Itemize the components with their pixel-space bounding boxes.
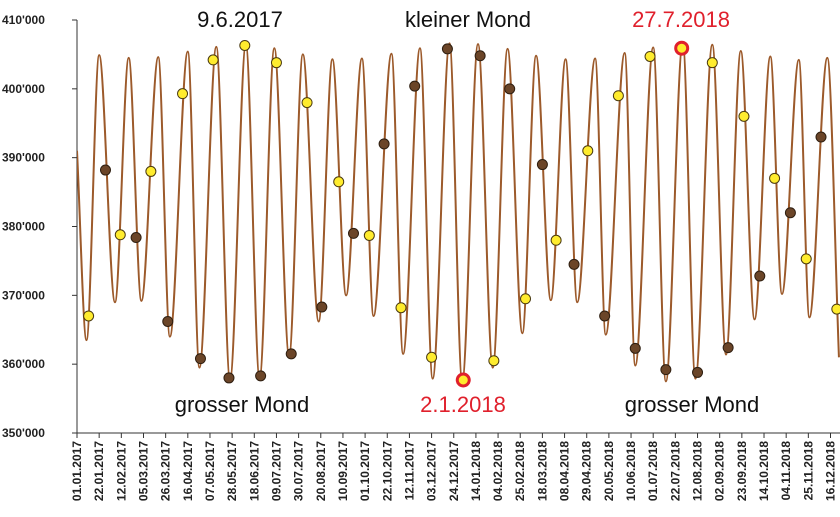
annotation: 2.1.2018 xyxy=(420,392,506,417)
moon-point xyxy=(130,232,142,244)
moon-point xyxy=(223,372,235,384)
y-tick-label: 380'000 xyxy=(2,220,45,234)
moon-point xyxy=(738,110,750,122)
x-tick-label: 01.07.2018 xyxy=(646,441,660,501)
x-tick-label: 22.10.2017 xyxy=(380,441,394,501)
y-tick-label: 390'000 xyxy=(2,151,45,165)
x-tick-label: 20.08.2017 xyxy=(314,441,328,501)
moon-point xyxy=(301,97,313,109)
x-tick-label: 16.12.2018 xyxy=(824,441,838,501)
moon-point xyxy=(692,366,704,378)
annotation: grosser Mond xyxy=(625,392,760,417)
x-tick-label: 18.03.2018 xyxy=(535,441,549,501)
distance-line xyxy=(77,41,840,383)
x-tick-label: 26.03.2017 xyxy=(159,441,173,501)
x-tick-label: 05.03.2017 xyxy=(136,441,150,501)
moon-point xyxy=(706,57,718,69)
moon-point xyxy=(582,145,594,157)
x-tick-label: 01.10.2017 xyxy=(358,441,372,501)
x-tick-label: 25.02.2018 xyxy=(513,441,527,501)
moon-point xyxy=(162,315,174,327)
annotation: 27.7.2018 xyxy=(632,7,730,32)
x-tick-label: 20.05.2018 xyxy=(602,441,616,501)
moon-point xyxy=(409,80,421,92)
moon-point xyxy=(520,293,532,305)
y-tick-label: 350'000 xyxy=(2,426,45,440)
x-tick-label: 24.12.2017 xyxy=(447,441,461,501)
moon-point xyxy=(316,301,328,313)
moon-point xyxy=(363,229,375,241)
annotation: grosser Mond xyxy=(175,392,310,417)
moon-point xyxy=(378,138,390,150)
x-tick-label: 04.02.2018 xyxy=(491,441,505,501)
moon-point xyxy=(722,342,734,354)
x-tick-label: 12.02.2017 xyxy=(114,441,128,501)
y-tick-label: 400'000 xyxy=(2,82,45,96)
x-tick-label: 25.11.2018 xyxy=(801,441,815,501)
moon-point xyxy=(568,258,580,270)
x-tick-label: 04.11.2018 xyxy=(779,441,793,501)
moon-point xyxy=(83,310,95,322)
moon-point xyxy=(488,355,500,367)
moon-point xyxy=(550,234,562,246)
moon-point xyxy=(177,88,189,100)
moon-point xyxy=(207,54,219,66)
x-tick-label: 09.07.2017 xyxy=(269,441,283,501)
x-tick-label: 28.05.2017 xyxy=(225,441,239,501)
moon-point xyxy=(474,50,486,62)
y-tick-label: 360'000 xyxy=(2,357,45,371)
moon-point xyxy=(239,39,251,51)
moon-point xyxy=(599,310,611,322)
x-tick-label: 30.07.2017 xyxy=(292,441,306,501)
moon-point xyxy=(426,351,438,363)
moon-point xyxy=(644,50,656,62)
moon-point xyxy=(769,172,781,184)
moon-point xyxy=(674,40,690,56)
moon-point xyxy=(145,165,157,177)
moon-point xyxy=(754,270,766,282)
x-tick-label: 29.04.2018 xyxy=(580,441,594,501)
moon-point xyxy=(629,342,641,354)
x-tick-label: 12.08.2018 xyxy=(691,441,705,501)
y-tick-label: 370'000 xyxy=(2,288,45,302)
moon-point xyxy=(815,131,827,143)
moon-point xyxy=(831,303,840,315)
moon-point xyxy=(270,57,282,69)
x-tick-label: 01.01.2017 xyxy=(70,441,84,501)
moon-point xyxy=(660,364,672,376)
x-tick-label: 07.05.2017 xyxy=(203,441,217,501)
moon-point xyxy=(612,90,624,102)
moon-point xyxy=(333,176,345,188)
annotation: kleiner Mond xyxy=(405,7,531,32)
x-tick-label: 08.04.2018 xyxy=(558,441,572,501)
x-tick-label: 02.09.2018 xyxy=(713,441,727,501)
annotation: 9.6.2017 xyxy=(197,7,283,32)
x-tick-label: 10.09.2017 xyxy=(336,441,350,501)
moon-point xyxy=(255,370,267,382)
moon-point xyxy=(114,229,126,241)
x-tick-label: 23.09.2018 xyxy=(735,441,749,501)
x-tick-label: 03.12.2017 xyxy=(425,441,439,501)
moon-point xyxy=(395,302,407,314)
moon-point xyxy=(504,83,516,95)
moon-point xyxy=(536,159,548,171)
moon-point xyxy=(99,164,111,176)
x-tick-label: 22.01.2017 xyxy=(92,441,106,501)
x-tick-label: 12.11.2017 xyxy=(402,441,416,501)
x-tick-label: 14.01.2018 xyxy=(469,441,483,501)
x-tick-label: 16.04.2017 xyxy=(181,441,195,501)
moon-point xyxy=(800,253,812,265)
moon-point xyxy=(784,207,796,219)
x-tick-label: 22.07.2018 xyxy=(668,441,682,501)
moon-point xyxy=(285,348,297,360)
x-tick-label: 14.10.2018 xyxy=(757,441,771,501)
moon-point xyxy=(441,43,453,55)
moon-point xyxy=(347,227,359,239)
x-tick-label: 10.06.2018 xyxy=(624,441,638,501)
moon-point xyxy=(455,372,471,388)
x-tick-label: 18.06.2017 xyxy=(247,441,261,501)
y-tick-label: 410'000 xyxy=(2,13,45,27)
moon-point xyxy=(194,353,206,365)
